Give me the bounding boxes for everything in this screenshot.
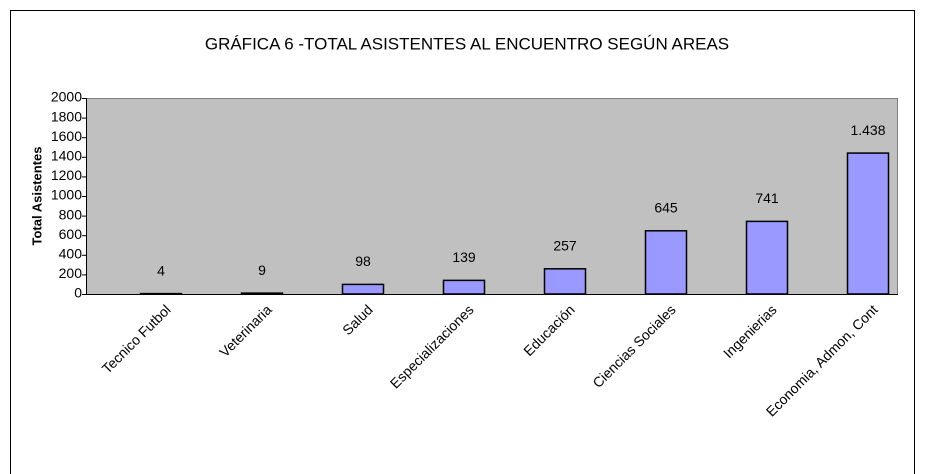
y-tick-label: 1400 <box>51 148 82 164</box>
data-label: 139 <box>452 249 476 265</box>
data-label: 257 <box>553 238 577 254</box>
y-tick-label: 1800 <box>51 108 82 124</box>
bar <box>846 152 890 295</box>
y-tick-label: 800 <box>59 206 83 222</box>
bar <box>745 220 789 295</box>
y-tick-label: 200 <box>59 265 83 281</box>
data-label: 645 <box>654 199 678 215</box>
data-label: 98 <box>355 253 371 269</box>
y-tick-label: 2000 <box>51 89 82 105</box>
y-axis-label: Total Asistentes <box>29 147 44 246</box>
y-tick-label: 400 <box>59 246 83 262</box>
bar <box>644 230 688 295</box>
data-label: 741 <box>755 190 779 206</box>
chart-title: GRÁFICA 6 -TOTAL ASISTENTES AL ENCUENTRO… <box>205 34 729 53</box>
y-tick-label: 1600 <box>51 128 82 144</box>
data-label: 4 <box>157 262 165 278</box>
y-tick-label: 1200 <box>51 167 82 183</box>
y-tick-label: 0 <box>74 285 82 301</box>
bar <box>240 292 284 295</box>
bar <box>341 283 385 295</box>
bar <box>543 268 587 295</box>
y-tick-label: 600 <box>59 226 83 242</box>
y-tick-label: 1000 <box>51 187 82 203</box>
data-label: 1.438 <box>850 122 885 138</box>
bar <box>442 279 486 295</box>
data-label: 9 <box>258 262 266 278</box>
